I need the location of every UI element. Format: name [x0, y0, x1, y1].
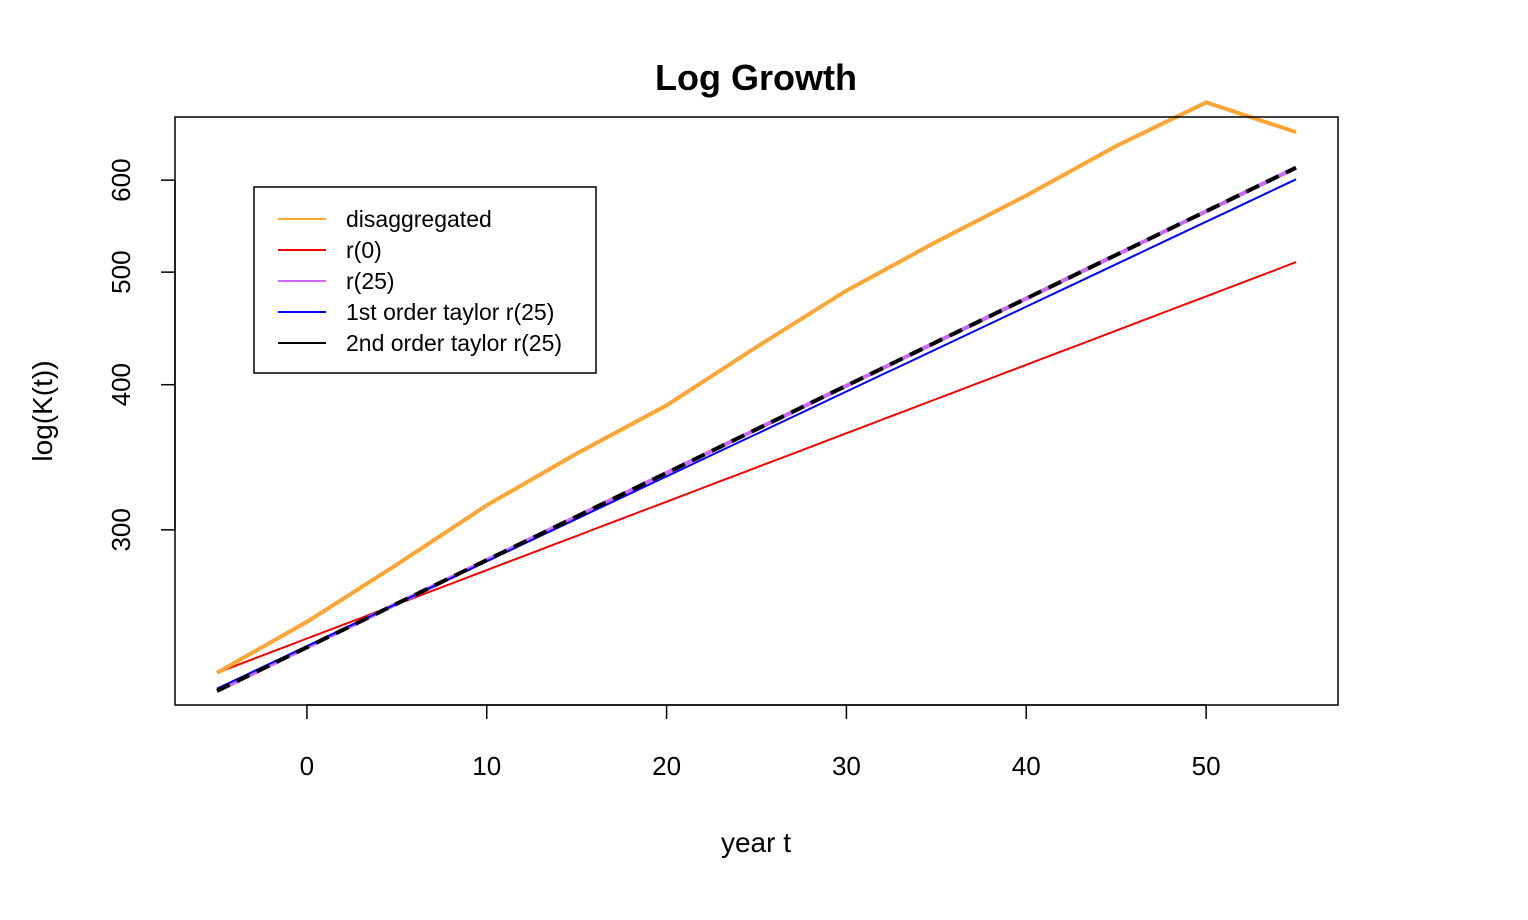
series-layer: [216, 100, 1297, 693]
x-tick-label: 0: [300, 751, 314, 781]
y-tick-label: 600: [106, 158, 136, 201]
legend-label: 2nd order taylor r(25): [346, 330, 562, 356]
x-tick-label: 50: [1192, 751, 1221, 781]
x-tick-label: 30: [832, 751, 861, 781]
chart-title: Log Growth: [655, 57, 857, 98]
legend-label: r(25): [346, 268, 395, 294]
legend: disaggregated r(0) r(25) 1st order taylor r…: [253, 186, 597, 374]
x-axis: 0 10 20 30 40 50: [300, 704, 1221, 781]
x-tick-label: 40: [1012, 751, 1041, 781]
y-axis-label: log(K(t)): [27, 360, 58, 461]
x-tick-label: 10: [472, 751, 501, 781]
legend-label: disaggregated: [346, 206, 492, 232]
legend-label: 1st order taylor r(25): [346, 299, 554, 325]
x-tick-label: 20: [652, 751, 681, 781]
y-tick-label: 500: [106, 250, 136, 293]
y-axis: 300 400 500 600: [106, 158, 176, 552]
y-tick-label: 300: [106, 508, 136, 551]
series-line-disaggregated: [216, 100, 1297, 675]
y-tick-label: 400: [106, 363, 136, 406]
legend-label: r(0): [346, 237, 382, 263]
series-line-2nd-order-taylor-r-25-: [216, 165, 1297, 693]
x-axis-label: year t: [721, 827, 791, 858]
